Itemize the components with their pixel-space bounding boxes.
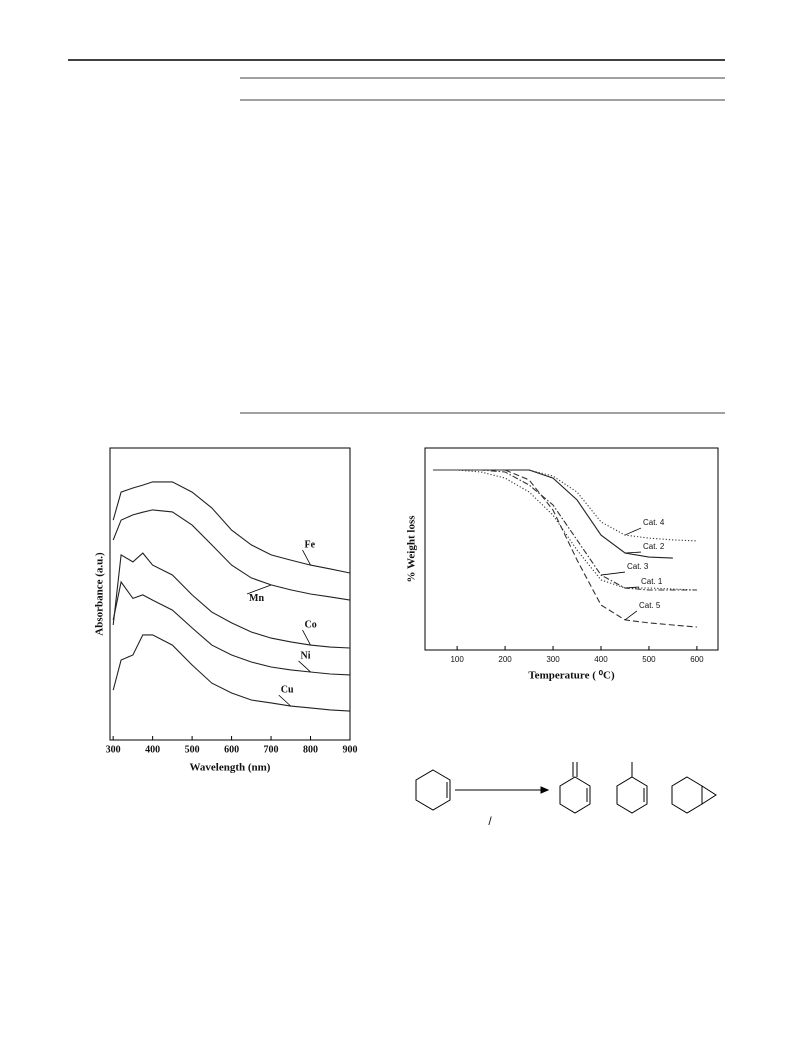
- series-label: Ni: [301, 650, 311, 661]
- label-arrow: [302, 629, 311, 646]
- x-tick-label: 500: [642, 655, 656, 664]
- label-arrow: [624, 551, 641, 554]
- cyclohexene: [415, 769, 451, 811]
- y-axis-label: % Weight loss: [406, 515, 418, 583]
- x-tick-label: 500: [185, 744, 200, 755]
- series-line: [112, 509, 351, 601]
- x-tick-label: 400: [145, 744, 160, 755]
- series-line: [112, 481, 351, 574]
- label-arrow: [298, 660, 311, 673]
- reaction-scheme: [415, 762, 717, 814]
- x-tick-label: 900: [343, 744, 358, 755]
- series-line: [112, 552, 351, 649]
- series-label: Cat. 4: [643, 518, 665, 527]
- x-tick-label: 700: [264, 744, 279, 755]
- series-line: [112, 634, 351, 712]
- series-label: Cat. 5: [639, 601, 661, 610]
- product-1: [559, 776, 591, 814]
- label-arrow: [278, 694, 292, 707]
- series-label: Cat. 2: [643, 542, 665, 551]
- plot-frame: [109, 447, 351, 741]
- x-axis-label: Wavelength (nm): [190, 762, 271, 774]
- y-axis-label: Absorbance (a.u.): [94, 552, 106, 636]
- series-line: [433, 469, 697, 591]
- arrow-label: /: [488, 814, 492, 828]
- series-label: Cat. 3: [627, 562, 649, 571]
- plot-frame: [424, 447, 719, 651]
- series-line: [112, 580, 351, 676]
- product-2: [616, 776, 648, 814]
- arrow-head: [540, 786, 550, 794]
- x-tick-label: 300: [106, 744, 121, 755]
- x-tick-label: 400: [594, 655, 608, 664]
- series-line: [433, 469, 697, 628]
- x-tick-label: 600: [224, 744, 239, 755]
- label-arrow: [624, 610, 638, 621]
- label-arrow: [624, 527, 642, 536]
- series-line: [433, 469, 697, 542]
- label-arrow: [624, 586, 639, 589]
- cyclopropane: [701, 785, 717, 805]
- series-label: Fe: [305, 539, 316, 550]
- product-3: [671, 776, 703, 814]
- series-label: Cat. 1: [641, 577, 663, 586]
- x-tick-label: 100: [450, 655, 464, 664]
- x-axis-label: Temperature ( ⁰C): [528, 670, 615, 682]
- label-arrow: [246, 584, 272, 595]
- x-tick-label: 200: [498, 655, 512, 664]
- series-line: [433, 469, 673, 559]
- x-tick-label: 800: [303, 744, 318, 755]
- label-arrow: [600, 571, 626, 576]
- series-label: Co: [305, 619, 317, 630]
- x-tick-label: 300: [546, 655, 560, 664]
- series-line: [433, 469, 697, 591]
- series-label: Mn: [249, 593, 264, 604]
- label-arrow: [302, 549, 311, 566]
- x-tick-label: 600: [690, 655, 704, 664]
- series-label: Cu: [281, 684, 294, 695]
